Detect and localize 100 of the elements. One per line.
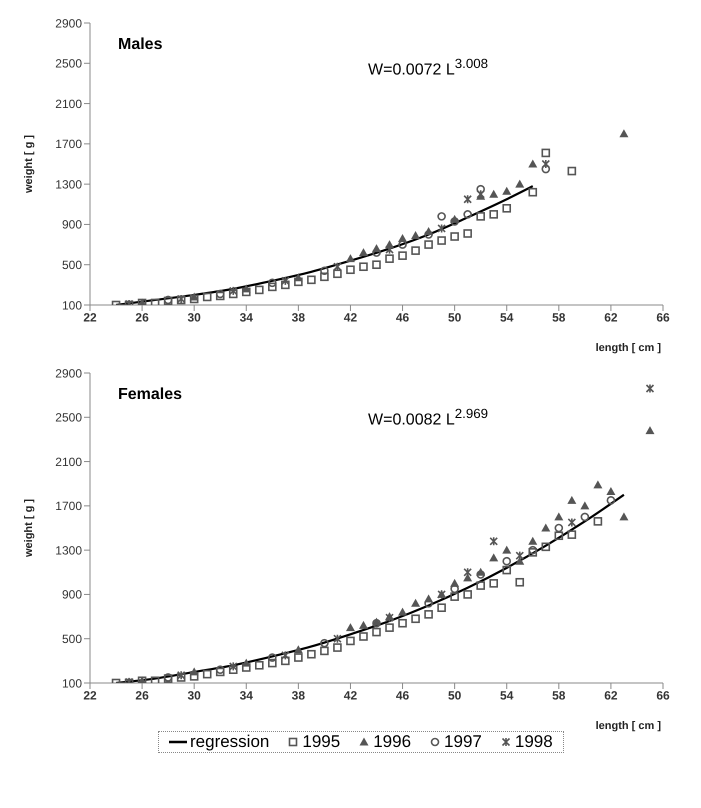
point — [528, 160, 538, 168]
point — [359, 262, 368, 272]
point — [398, 608, 408, 616]
point — [619, 129, 628, 138]
legend-label: 1997 — [444, 732, 482, 752]
point — [568, 166, 576, 176]
point — [190, 667, 199, 676]
point — [437, 236, 446, 245]
point — [190, 294, 198, 304]
point — [411, 231, 420, 240]
point — [450, 217, 459, 226]
point — [398, 251, 407, 260]
point — [320, 638, 329, 648]
x-tick-label: 38 — [292, 310, 306, 325]
point — [437, 603, 446, 612]
y-tick-label: 2900 — [55, 16, 82, 30]
x-tick-label: 22 — [83, 688, 97, 703]
point — [346, 636, 355, 646]
point — [541, 148, 550, 158]
point — [294, 653, 303, 662]
point — [606, 496, 616, 505]
point — [502, 186, 512, 195]
point — [281, 656, 290, 666]
point — [528, 536, 538, 545]
x-tick-label: 46 — [396, 310, 410, 325]
y-tick-label: 1300 — [55, 543, 82, 558]
point — [202, 292, 212, 302]
point — [359, 632, 368, 641]
point — [398, 618, 407, 628]
y-tick-label: 2100 — [55, 454, 82, 469]
point — [437, 224, 446, 234]
text: Females — [118, 386, 182, 404]
point — [372, 260, 381, 270]
point — [476, 189, 485, 200]
text: Males — [118, 36, 162, 54]
point — [242, 663, 251, 672]
point — [541, 524, 550, 532]
point — [580, 501, 590, 510]
x-tick-label: 58 — [552, 688, 566, 703]
point — [619, 512, 628, 520]
point — [254, 286, 264, 294]
point — [568, 518, 576, 528]
point — [281, 650, 290, 660]
point — [242, 284, 251, 292]
y-axis-title: weight [ g ] — [22, 134, 35, 194]
point — [450, 232, 459, 241]
point — [385, 244, 394, 254]
annotation: W=0.0072 L$^{3.008}$ — [368, 56, 488, 80]
point — [254, 660, 264, 670]
x-tick-label: 26 — [135, 688, 150, 703]
x-tick-label: 66 — [656, 310, 670, 325]
point — [190, 672, 198, 681]
y-tick-label: 2500 — [55, 56, 82, 71]
point — [307, 650, 316, 659]
legend-label: regression — [190, 732, 270, 752]
point — [489, 536, 498, 546]
y-tick-label: 2500 — [55, 410, 82, 425]
point — [502, 566, 512, 574]
point — [228, 665, 238, 674]
point — [515, 180, 524, 188]
legend-label: 1998 — [514, 732, 553, 752]
point — [463, 590, 472, 599]
x-tick-label: 34 — [240, 688, 254, 703]
point — [150, 298, 160, 305]
x-axis-title: length [ cm ] — [596, 342, 662, 354]
point — [554, 524, 564, 532]
point — [358, 248, 368, 256]
point — [502, 546, 512, 554]
point — [385, 254, 394, 263]
y-tick-label: 1700 — [55, 137, 82, 152]
point — [606, 486, 616, 495]
x-tick-label: 34 — [240, 310, 254, 325]
point — [268, 282, 277, 292]
point — [489, 210, 498, 219]
point — [424, 610, 433, 619]
point — [242, 288, 251, 296]
y-tick-label: 100 — [62, 676, 82, 690]
y-tick-label: 2900 — [55, 366, 82, 380]
point — [202, 670, 212, 678]
point — [333, 643, 342, 652]
point — [541, 159, 550, 169]
y-tick-label: 2100 — [55, 96, 82, 111]
point — [476, 212, 485, 221]
point — [372, 628, 381, 636]
point — [645, 426, 654, 434]
point — [294, 273, 303, 282]
x-tick-label: 22 — [83, 310, 97, 325]
x-tick-label: 38 — [292, 688, 306, 703]
point — [463, 567, 472, 578]
point — [411, 614, 420, 624]
point — [333, 269, 342, 278]
point — [294, 278, 303, 286]
point — [358, 620, 368, 629]
x-tick-label: 62 — [604, 688, 618, 703]
point — [228, 286, 238, 296]
point — [541, 542, 550, 552]
point — [567, 496, 576, 504]
point — [150, 676, 160, 683]
legend-label: 1996 — [373, 732, 412, 752]
x-tick-label: 42 — [344, 310, 358, 325]
